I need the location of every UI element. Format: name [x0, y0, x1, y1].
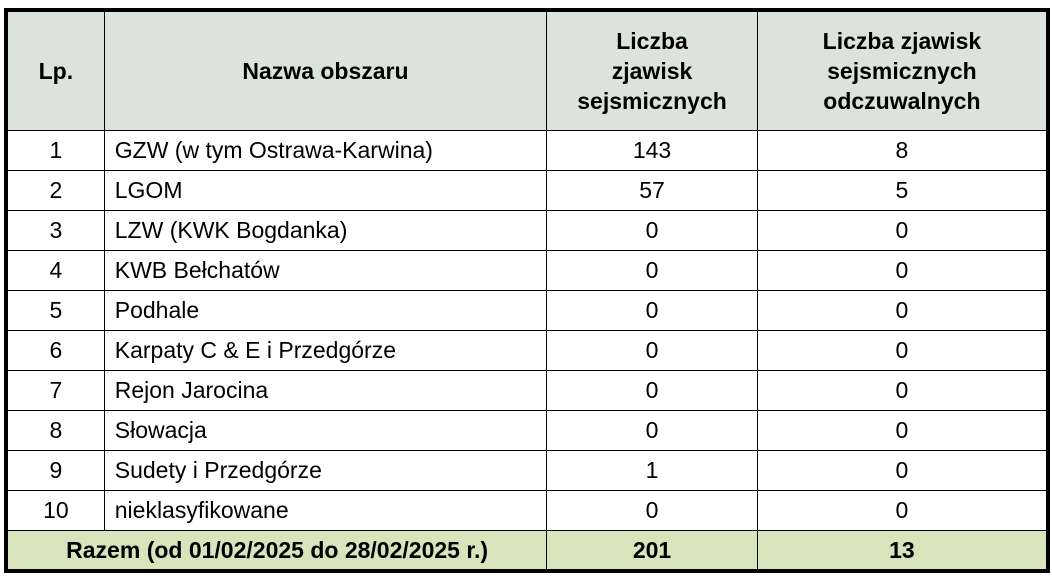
row-felt-count: 0 — [756, 370, 1049, 411]
row-event-count: 57 — [546, 170, 758, 211]
row-lp: 10 — [5, 490, 105, 531]
row-event-count: 1 — [546, 450, 758, 491]
row-lp: 8 — [5, 410, 105, 451]
row-felt-count: 0 — [756, 250, 1049, 291]
table-row: 9 Sudety i Przedgórze 1 0 — [5, 450, 1049, 491]
row-felt-count: 0 — [756, 450, 1049, 491]
row-area-name: Podhale — [103, 290, 548, 331]
row-event-count: 0 — [546, 490, 758, 531]
row-lp: 2 — [5, 170, 105, 211]
table-row: 1 GZW (w tym Ostrawa-Karwina) 143 8 — [5, 130, 1049, 171]
header-row: Lp. Nazwa obszaru Liczba zjawisk sejsmic… — [5, 9, 1049, 131]
table-row: 4 KWB Bełchatów 0 0 — [5, 250, 1049, 291]
row-event-count: 143 — [546, 130, 758, 171]
seismic-events-table: Lp. Nazwa obszaru Liczba zjawisk sejsmic… — [4, 8, 1050, 573]
row-area-name: Słowacja — [103, 410, 548, 451]
row-area-name: LZW (KWK Bogdanka) — [103, 210, 548, 251]
row-event-count: 0 — [546, 330, 758, 371]
row-lp: 3 — [5, 210, 105, 251]
row-area-name: LGOM — [103, 170, 548, 211]
row-area-name: Sudety i Przedgórze — [103, 450, 548, 491]
table-row: 5 Podhale 0 0 — [5, 290, 1049, 331]
table-row: 10 nieklasyfikowane 0 0 — [5, 490, 1049, 531]
total-row: Razem (od 01/02/2025 do 28/02/2025 r.) 2… — [5, 530, 1049, 572]
row-event-count: 0 — [546, 250, 758, 291]
row-felt-count: 0 — [756, 210, 1049, 251]
row-lp: 4 — [5, 250, 105, 291]
row-area-name: Karpaty C & E i Przedgórze — [103, 330, 548, 371]
row-lp: 9 — [5, 450, 105, 491]
row-area-name: Rejon Jarocina — [103, 370, 548, 411]
row-felt-count: 8 — [756, 130, 1049, 171]
row-felt-count: 0 — [756, 410, 1049, 451]
row-felt-count: 0 — [756, 490, 1049, 531]
row-felt-count: 0 — [756, 290, 1049, 331]
row-lp: 6 — [5, 330, 105, 371]
row-area-name: nieklasyfikowane — [103, 490, 548, 531]
row-lp: 7 — [5, 370, 105, 411]
header-event-count: Liczba zjawisk sejsmicznych — [546, 9, 758, 131]
header-area-name: Nazwa obszaru — [103, 9, 548, 131]
total-count: 201 — [546, 530, 758, 572]
table-row: 7 Rejon Jarocina 0 0 — [5, 370, 1049, 411]
table-row: 6 Karpaty C & E i Przedgórze 0 0 — [5, 330, 1049, 371]
total-label: Razem (od 01/02/2025 do 28/02/2025 r.) — [5, 530, 548, 572]
row-lp: 5 — [5, 290, 105, 331]
header-felt-count: Liczba zjawisk sejsmicznych odczuwalnych — [756, 9, 1049, 131]
row-area-name: GZW (w tym Ostrawa-Karwina) — [103, 130, 548, 171]
header-lp: Lp. — [5, 9, 105, 131]
table-row: 8 Słowacja 0 0 — [5, 410, 1049, 451]
row-event-count: 0 — [546, 370, 758, 411]
row-lp: 1 — [5, 130, 105, 171]
row-felt-count: 5 — [756, 170, 1049, 211]
table-row: 3 LZW (KWK Bogdanka) 0 0 — [5, 210, 1049, 251]
table-row: 2 LGOM 57 5 — [5, 170, 1049, 211]
row-felt-count: 0 — [756, 330, 1049, 371]
total-felt: 13 — [756, 530, 1049, 572]
row-event-count: 0 — [546, 290, 758, 331]
row-event-count: 0 — [546, 210, 758, 251]
row-area-name: KWB Bełchatów — [103, 250, 548, 291]
row-event-count: 0 — [546, 410, 758, 451]
